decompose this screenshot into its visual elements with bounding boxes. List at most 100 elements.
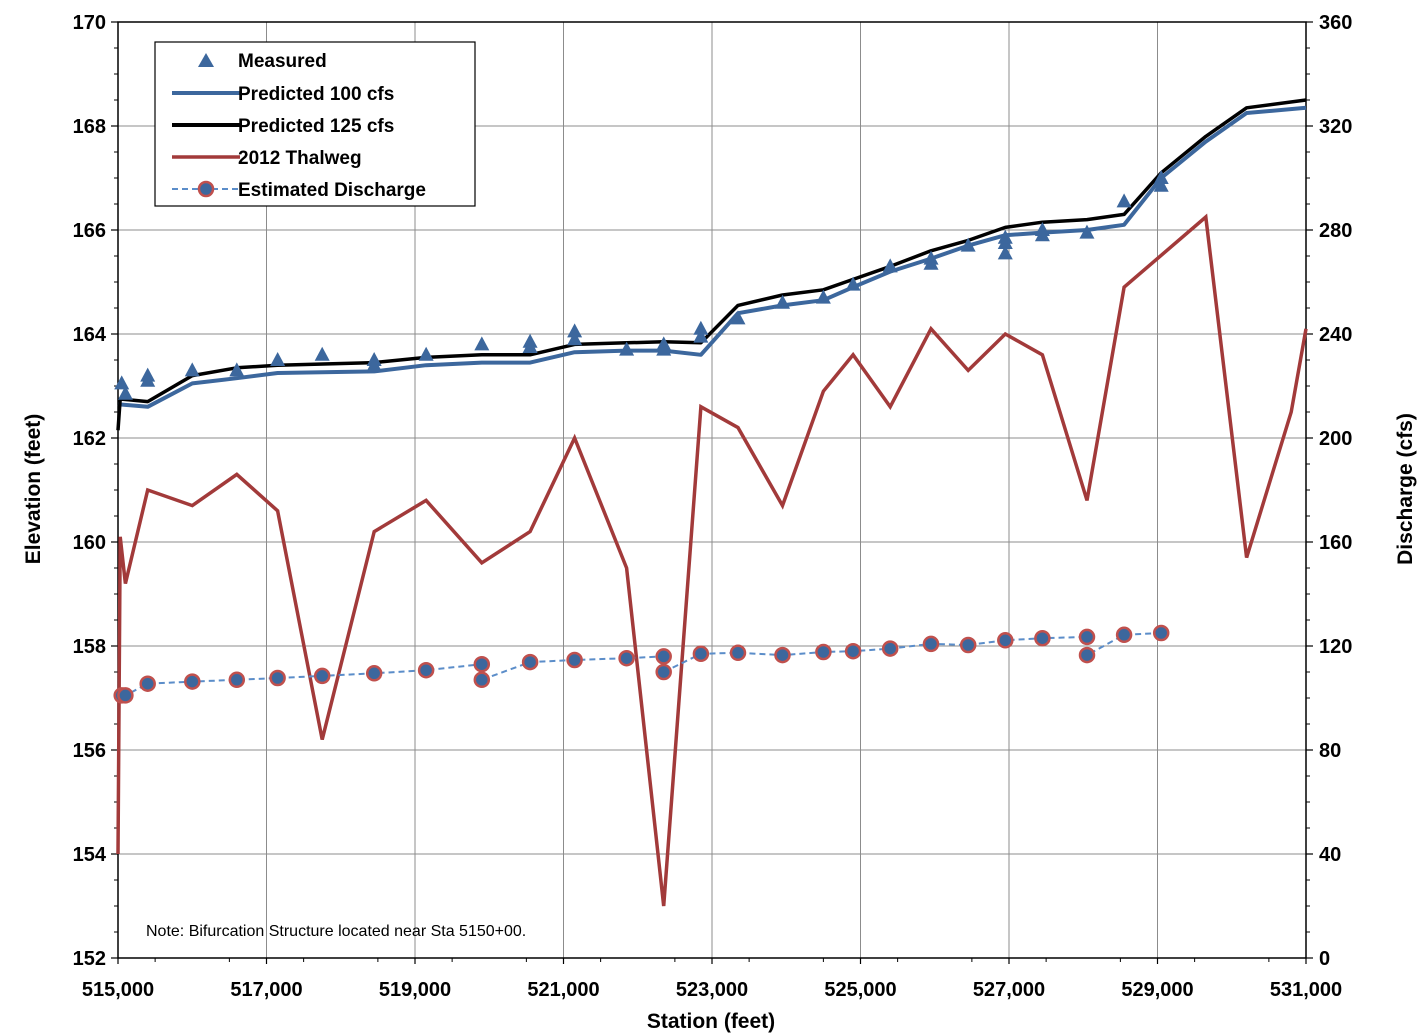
grid [118, 22, 1306, 958]
measured-point [730, 310, 746, 325]
y-tick-label: 162 [73, 428, 106, 450]
x-tick-label: 523,000 [676, 979, 748, 1001]
measured-point [1079, 224, 1095, 239]
discharge-point [997, 632, 1014, 649]
legend-label: 2012 Thalweg [238, 148, 362, 169]
measured-point [184, 362, 200, 377]
measured-point [270, 352, 286, 366]
y-tick-label: 156 [73, 740, 106, 762]
x-tick-label: 529,000 [1121, 979, 1193, 1001]
discharge-point [692, 645, 710, 663]
measured-point [114, 375, 130, 390]
measured-point [815, 289, 831, 304]
measured-point [960, 237, 976, 252]
discharge-point [1078, 628, 1096, 646]
y2-tick-label: 200 [1319, 428, 1352, 450]
measured-point [229, 362, 245, 377]
measured-point [418, 346, 434, 361]
discharge-point [184, 673, 201, 690]
x-tick-label: 517,000 [230, 979, 302, 1001]
measured-point [656, 341, 672, 356]
y2-tick-label: 320 [1319, 116, 1352, 138]
discharge-point [269, 669, 286, 687]
series-line-thalweg [116, 213, 1308, 907]
tick-labels: 515,000 517,000 519,000 521,000 523,000 525,0… [73, 12, 1353, 1001]
legend: Measured Predicted 100 cfs Predicted 125… [154, 41, 476, 207]
discharge-point [655, 648, 672, 665]
discharge-point [881, 640, 899, 657]
y-axis-title: Elevation (feet) [22, 414, 45, 565]
measured-point [474, 336, 490, 351]
series-layer [113, 98, 1308, 907]
discharge-point [1115, 626, 1133, 644]
discharge-point [417, 661, 435, 679]
y2-tick-label: 40 [1319, 844, 1341, 866]
measured-point [567, 323, 583, 338]
discharge-point [655, 663, 672, 681]
discharge-point [1152, 624, 1170, 642]
discharge-point [618, 649, 635, 667]
y-tick-label: 166 [73, 220, 106, 242]
measured-point [775, 294, 791, 309]
discharge-point [922, 635, 940, 653]
y2-tick-label: 360 [1319, 12, 1352, 34]
discharge-point [473, 671, 491, 689]
measured-point [117, 385, 133, 400]
measured-point [1153, 177, 1169, 192]
legend-label: Estimated Discharge [238, 180, 426, 201]
x-tick-label: 515,000 [82, 979, 154, 1001]
x-axis-title: Station (feet) [647, 1010, 775, 1033]
x-tick-label: 525,000 [824, 979, 896, 1001]
x-tick-label: 531,000 [1270, 979, 1342, 1001]
legend-item-predicted-100: Predicted 100 cfs [172, 84, 394, 105]
legend-label: Measured [238, 51, 327, 72]
y-tick-label: 160 [73, 532, 106, 554]
discharge-point [774, 646, 791, 664]
measured-point [140, 372, 156, 387]
y-tick-label: 170 [73, 12, 106, 34]
discharge-point [521, 653, 539, 671]
measured-point [567, 331, 583, 346]
discharge-point [473, 655, 491, 673]
y-tick-label: 154 [73, 844, 107, 866]
y2-tick-label: 80 [1319, 740, 1341, 762]
y2-tick-label: 240 [1319, 324, 1352, 346]
legend-item-discharge: Estimated Discharge [172, 180, 426, 201]
discharge-point [313, 667, 331, 685]
chart-note: Note: Bifurcation Structure located near… [146, 923, 526, 940]
discharge-point [959, 636, 977, 654]
discharge-point [365, 665, 383, 682]
y-tick-label: 158 [73, 636, 106, 658]
discharge-point [1078, 646, 1096, 664]
y-tick-label: 164 [73, 324, 107, 346]
measured-point [923, 255, 939, 270]
x-tick-label: 527,000 [973, 979, 1045, 1001]
measured-point [314, 346, 330, 361]
triangle-marker-icon [198, 53, 214, 67]
y2-tick-label: 160 [1319, 532, 1352, 554]
circle-marker-icon [197, 180, 215, 198]
series-line-predicted-125 [116, 98, 1307, 431]
axes [111, 21, 1313, 964]
measured-point [693, 320, 709, 335]
plot-frame [117, 21, 1307, 959]
y2-tick-label: 280 [1319, 220, 1352, 242]
measured-point [693, 328, 709, 343]
measured-point [997, 229, 1013, 244]
measured-point [619, 341, 635, 356]
legend-label: Predicted 100 cfs [238, 84, 394, 105]
measured-point [1116, 193, 1132, 208]
legend-item-predicted-125: Predicted 125 cfs [172, 116, 394, 137]
measured-point [522, 339, 538, 353]
measured-point [882, 258, 898, 273]
legend-label: Predicted 125 cfs [238, 116, 394, 137]
discharge-point [139, 675, 156, 692]
legend-item-measured: Measured [198, 51, 327, 72]
discharge-point [566, 651, 583, 669]
x-tick-label: 519,000 [379, 979, 451, 1001]
measured-point [997, 245, 1013, 260]
series-line-predicted-100 [117, 105, 1307, 409]
discharge-point [117, 687, 134, 704]
measured-point [1153, 170, 1169, 184]
